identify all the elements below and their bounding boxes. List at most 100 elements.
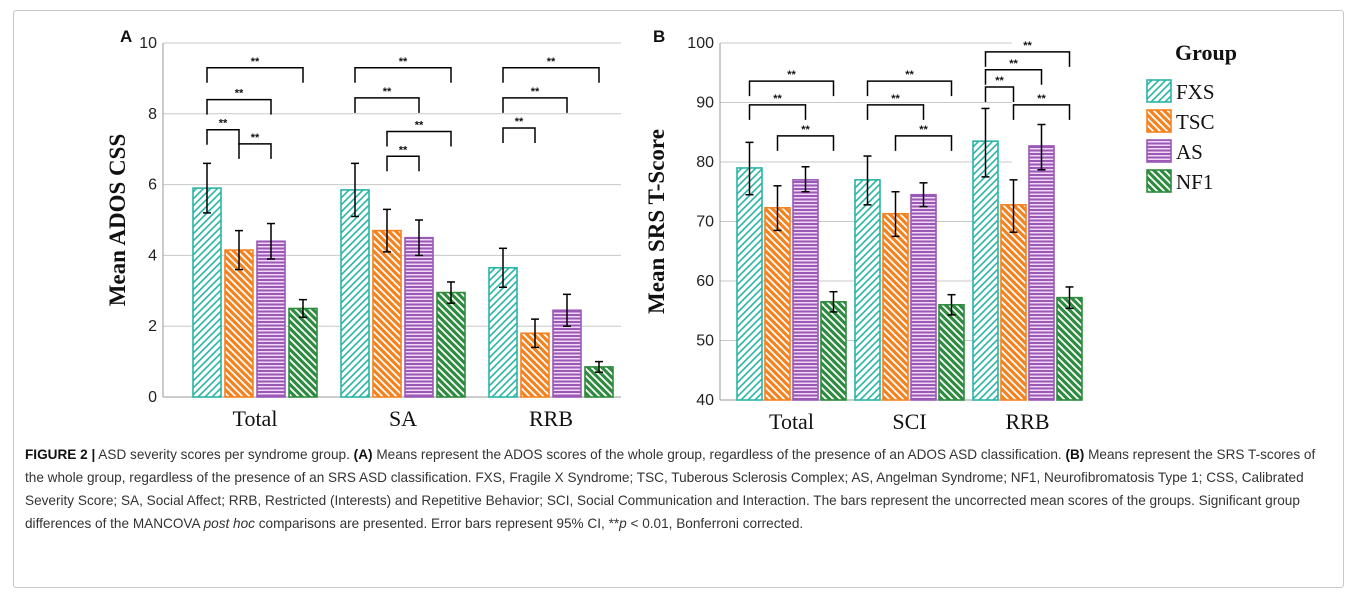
significance-marker: ** (383, 86, 392, 98)
bar-nf1 (288, 307, 318, 398)
significance-bracket (386, 130, 452, 147)
y-axis-label: Mean ADOS CSS (105, 134, 130, 307)
significance-marker: ** (415, 120, 424, 132)
legend-label: NF1 (1176, 170, 1213, 194)
y-tick-label: 6 (148, 177, 157, 194)
bar-nf1 (436, 291, 466, 398)
panel-a-chart: 0 2 4 6 8 10 A Mean ADOS CSS Total SA RRB ** ** ** ** *… (105, 27, 621, 431)
significance-bracket (206, 128, 240, 145)
significance-marker: ** (399, 56, 408, 68)
y-tick-label: 40 (696, 392, 714, 409)
significance-marker: ** (995, 75, 1004, 87)
category-label: RRB (529, 406, 573, 431)
panel-letter: B (653, 27, 665, 46)
category-label: RRB (1005, 409, 1049, 434)
y-tick-label: 100 (687, 35, 714, 52)
significance-marker: ** (801, 124, 810, 136)
significance-bracket (354, 97, 420, 113)
y-tick-label: 2 (148, 318, 157, 335)
bar-fxs (972, 140, 999, 401)
bar-as (404, 236, 434, 398)
legend-swatch-tsc (1146, 109, 1172, 133)
caption-a-label: (A) (353, 447, 373, 462)
bar-tsc (882, 212, 909, 401)
significance-marker: ** (891, 93, 900, 105)
category-label: SCI (892, 409, 926, 434)
caption-b-label: (B) (1065, 447, 1085, 462)
category-label: SA (389, 406, 417, 431)
y-tick-label: 8 (148, 106, 157, 123)
bar-tsc (224, 249, 254, 398)
bar-as (910, 193, 937, 401)
significance-bracket (502, 67, 600, 83)
legend-swatch-fxs (1146, 79, 1172, 103)
significance-bracket (238, 143, 272, 159)
significance-bracket (1012, 104, 1071, 120)
y-tick-label: 80 (696, 154, 714, 171)
caption-p-label: p (619, 516, 627, 531)
bar-fxs (192, 187, 222, 398)
significance-bracket (206, 98, 272, 115)
significance-marker: ** (251, 56, 260, 68)
bar-fxs (340, 189, 370, 398)
significance-marker: ** (531, 86, 540, 98)
caption-label: FIGURE 2 | (25, 447, 96, 462)
panel-b-chart: 40 50 60 70 80 90 100 B Mean SRS T-Score Total SCI… (644, 27, 1083, 434)
significance-bracket (984, 86, 1015, 103)
significance-bracket (894, 135, 953, 151)
significance-bracket (866, 104, 925, 120)
legend-swatch-as (1146, 139, 1172, 163)
caption-italic-text: post hoc (203, 516, 255, 531)
legend-label: TSC (1176, 110, 1215, 134)
bar-nf1 (820, 301, 847, 401)
y-tick-label: 10 (139, 35, 157, 52)
significance-marker: ** (1009, 58, 1018, 70)
significance-marker: ** (1023, 40, 1032, 52)
significance-marker: ** (219, 118, 228, 130)
bar-tsc (372, 229, 402, 398)
bar-tsc (1000, 204, 1027, 401)
y-axis-label: Mean SRS T-Score (644, 129, 669, 314)
bar-tsc (520, 332, 550, 398)
significance-bracket (354, 67, 452, 83)
significance-bracket (984, 51, 1071, 67)
panel-letter: A (120, 27, 132, 46)
bar-tsc (764, 207, 791, 401)
y-tick-label: 90 (696, 95, 714, 112)
legend: Group FXS TSC AS NF1 (1146, 40, 1237, 194)
bar-nf1 (938, 303, 965, 401)
y-tick-label: 4 (148, 247, 157, 264)
significance-marker: ** (905, 69, 914, 81)
y-tick-label: 50 (696, 333, 714, 350)
significance-bracket (776, 135, 835, 151)
legend-swatch-nf1 (1146, 169, 1172, 193)
significance-bracket (502, 97, 568, 113)
significance-marker: ** (235, 88, 244, 100)
legend-label: AS (1176, 140, 1203, 164)
significance-bracket (748, 104, 807, 120)
figure-charts: 0 2 4 6 8 10 A Mean ADOS CSS Total SA RRB ** ** ** ** *… (105, 27, 1237, 434)
caption-p-text: < 0.01, Bonferroni corrected. (626, 516, 804, 531)
significance-marker: ** (1037, 93, 1046, 105)
bar-as (1028, 145, 1055, 401)
caption-text-end: comparisons are presented. Error bars re… (254, 516, 620, 531)
significance-marker: ** (547, 56, 556, 68)
significance-marker: ** (251, 132, 260, 144)
significance-marker: ** (787, 69, 796, 81)
significance-marker: ** (919, 124, 928, 136)
figure-caption: FIGURE 2 | ASD severity scores per syndr… (25, 443, 1325, 535)
bar-as (792, 179, 819, 401)
bar-as (256, 240, 286, 398)
y-tick-label: 60 (696, 273, 714, 290)
significance-marker: ** (773, 93, 782, 105)
significance-marker: ** (399, 144, 408, 156)
significance-bracket (984, 69, 1043, 85)
caption-title: ASD severity scores per syndrome group. (95, 447, 354, 462)
y-tick-label: 70 (696, 214, 714, 231)
category-label: Total (233, 406, 278, 431)
bar-nf1 (1056, 296, 1083, 401)
caption-a-text: Means represent the ADOS scores of the w… (372, 447, 1066, 462)
significance-bracket (866, 80, 953, 97)
significance-bracket (206, 67, 304, 83)
significance-bracket (386, 155, 420, 172)
